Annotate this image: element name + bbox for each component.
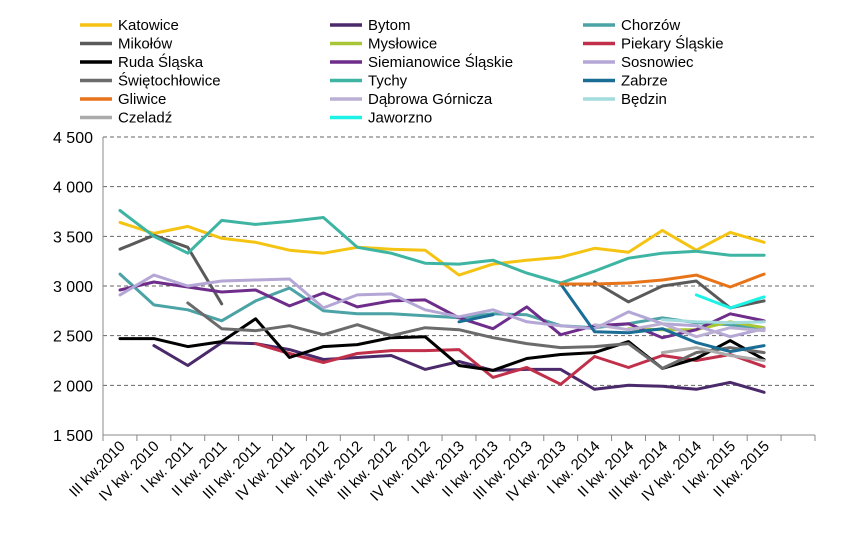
legend-label: Piekary Śląskie bbox=[621, 35, 724, 53]
legend-item: Dąbrowa Górnicza bbox=[330, 91, 493, 108]
legend-item: Gliwice bbox=[80, 91, 166, 108]
legend-label: Siemianowice Śląskie bbox=[368, 53, 513, 71]
y-tick-label: 3 000 bbox=[53, 279, 93, 296]
series-line bbox=[186, 301, 766, 370]
series-line bbox=[694, 293, 766, 310]
series-dąbrowa-górnicza bbox=[593, 322, 766, 339]
legend-item: Katowice bbox=[80, 17, 179, 34]
legend-label: Mysłowice bbox=[368, 36, 437, 53]
series-line bbox=[660, 318, 766, 325]
legend-label: Bytom bbox=[368, 17, 411, 34]
legend-item: Ruda Śląska bbox=[80, 53, 204, 71]
series-siemianowice-śląskie bbox=[118, 280, 766, 340]
legend-label: Zabrze bbox=[621, 73, 668, 90]
legend-item: Siemianowice Śląskie bbox=[330, 53, 513, 71]
y-tick-label: 4 000 bbox=[53, 180, 93, 197]
legend-item: Mikołów bbox=[80, 36, 172, 53]
series-line bbox=[660, 346, 766, 362]
series-line bbox=[118, 273, 766, 339]
legend-item: Sosnowiec bbox=[583, 54, 694, 71]
legend-item: Będzin bbox=[583, 91, 667, 108]
series-line bbox=[118, 280, 766, 340]
legend-label: Jaworzno bbox=[368, 110, 432, 127]
series-gliwice bbox=[559, 272, 766, 289]
legend-label: Sosnowiec bbox=[621, 54, 694, 71]
series-piekary-śląskie bbox=[254, 342, 766, 386]
series-line bbox=[559, 272, 766, 289]
series-zabrze bbox=[457, 282, 766, 354]
legend-label: Chorzów bbox=[621, 17, 680, 34]
y-tick-label: 4 500 bbox=[53, 130, 93, 147]
legend-label: Katowice bbox=[118, 17, 179, 34]
y-axis: 1 500 2 000 2 500 3 000 3 500 4 000 4 500 bbox=[53, 130, 104, 445]
y-tick-label: 2 500 bbox=[53, 329, 93, 346]
series-line bbox=[118, 209, 766, 285]
legend-label: Dąbrowa Górnicza bbox=[368, 91, 493, 108]
legend-label: Będzin bbox=[621, 91, 667, 108]
legend-item: Piekary Śląskie bbox=[583, 35, 724, 53]
legend-label: Gliwice bbox=[118, 91, 166, 108]
legend-item: Zabrze bbox=[583, 73, 668, 90]
y-tick-label: 2 000 bbox=[53, 378, 93, 395]
series-line bbox=[118, 272, 766, 331]
legend-item: Świętochłowice bbox=[80, 72, 221, 90]
series-tychy bbox=[118, 209, 766, 285]
legend-item: Mysłowice bbox=[330, 36, 437, 53]
series-jaworzno bbox=[694, 293, 766, 310]
legend-label: Tychy bbox=[368, 73, 408, 90]
legend-label: Czeladź bbox=[118, 110, 172, 127]
series-katowice bbox=[118, 220, 766, 277]
legend-item: Jaworzno bbox=[330, 110, 432, 127]
series-sosnowiec bbox=[118, 273, 766, 339]
series-mikołów bbox=[118, 233, 766, 310]
series-lines bbox=[118, 209, 766, 394]
legend-item: Chorzów bbox=[583, 17, 680, 34]
legend: Katowice Bytom Chorzów Mikołów Mysłowice Piek… bbox=[80, 17, 724, 127]
series-świętochłowice bbox=[186, 301, 766, 370]
series-line bbox=[593, 322, 766, 339]
legend-label: Mikołów bbox=[118, 36, 172, 53]
series-line bbox=[254, 342, 766, 386]
series-line bbox=[118, 220, 766, 277]
series-będzin bbox=[660, 318, 766, 325]
series-chorzów bbox=[118, 272, 766, 331]
legend-item: Bytom bbox=[330, 17, 411, 34]
series-line bbox=[457, 313, 495, 324]
series-line bbox=[559, 282, 766, 354]
y-tick-label: 3 500 bbox=[53, 229, 93, 246]
legend-item: Tychy bbox=[330, 73, 408, 90]
legend-label: Świętochłowice bbox=[118, 72, 221, 90]
series-czeladź bbox=[660, 346, 766, 362]
legend-label: Ruda Śląska bbox=[118, 53, 204, 71]
y-tick-label: 1 500 bbox=[53, 428, 93, 445]
legend-item: Czeladź bbox=[80, 110, 172, 127]
gridlines bbox=[103, 136, 815, 386]
series-line bbox=[118, 233, 224, 306]
